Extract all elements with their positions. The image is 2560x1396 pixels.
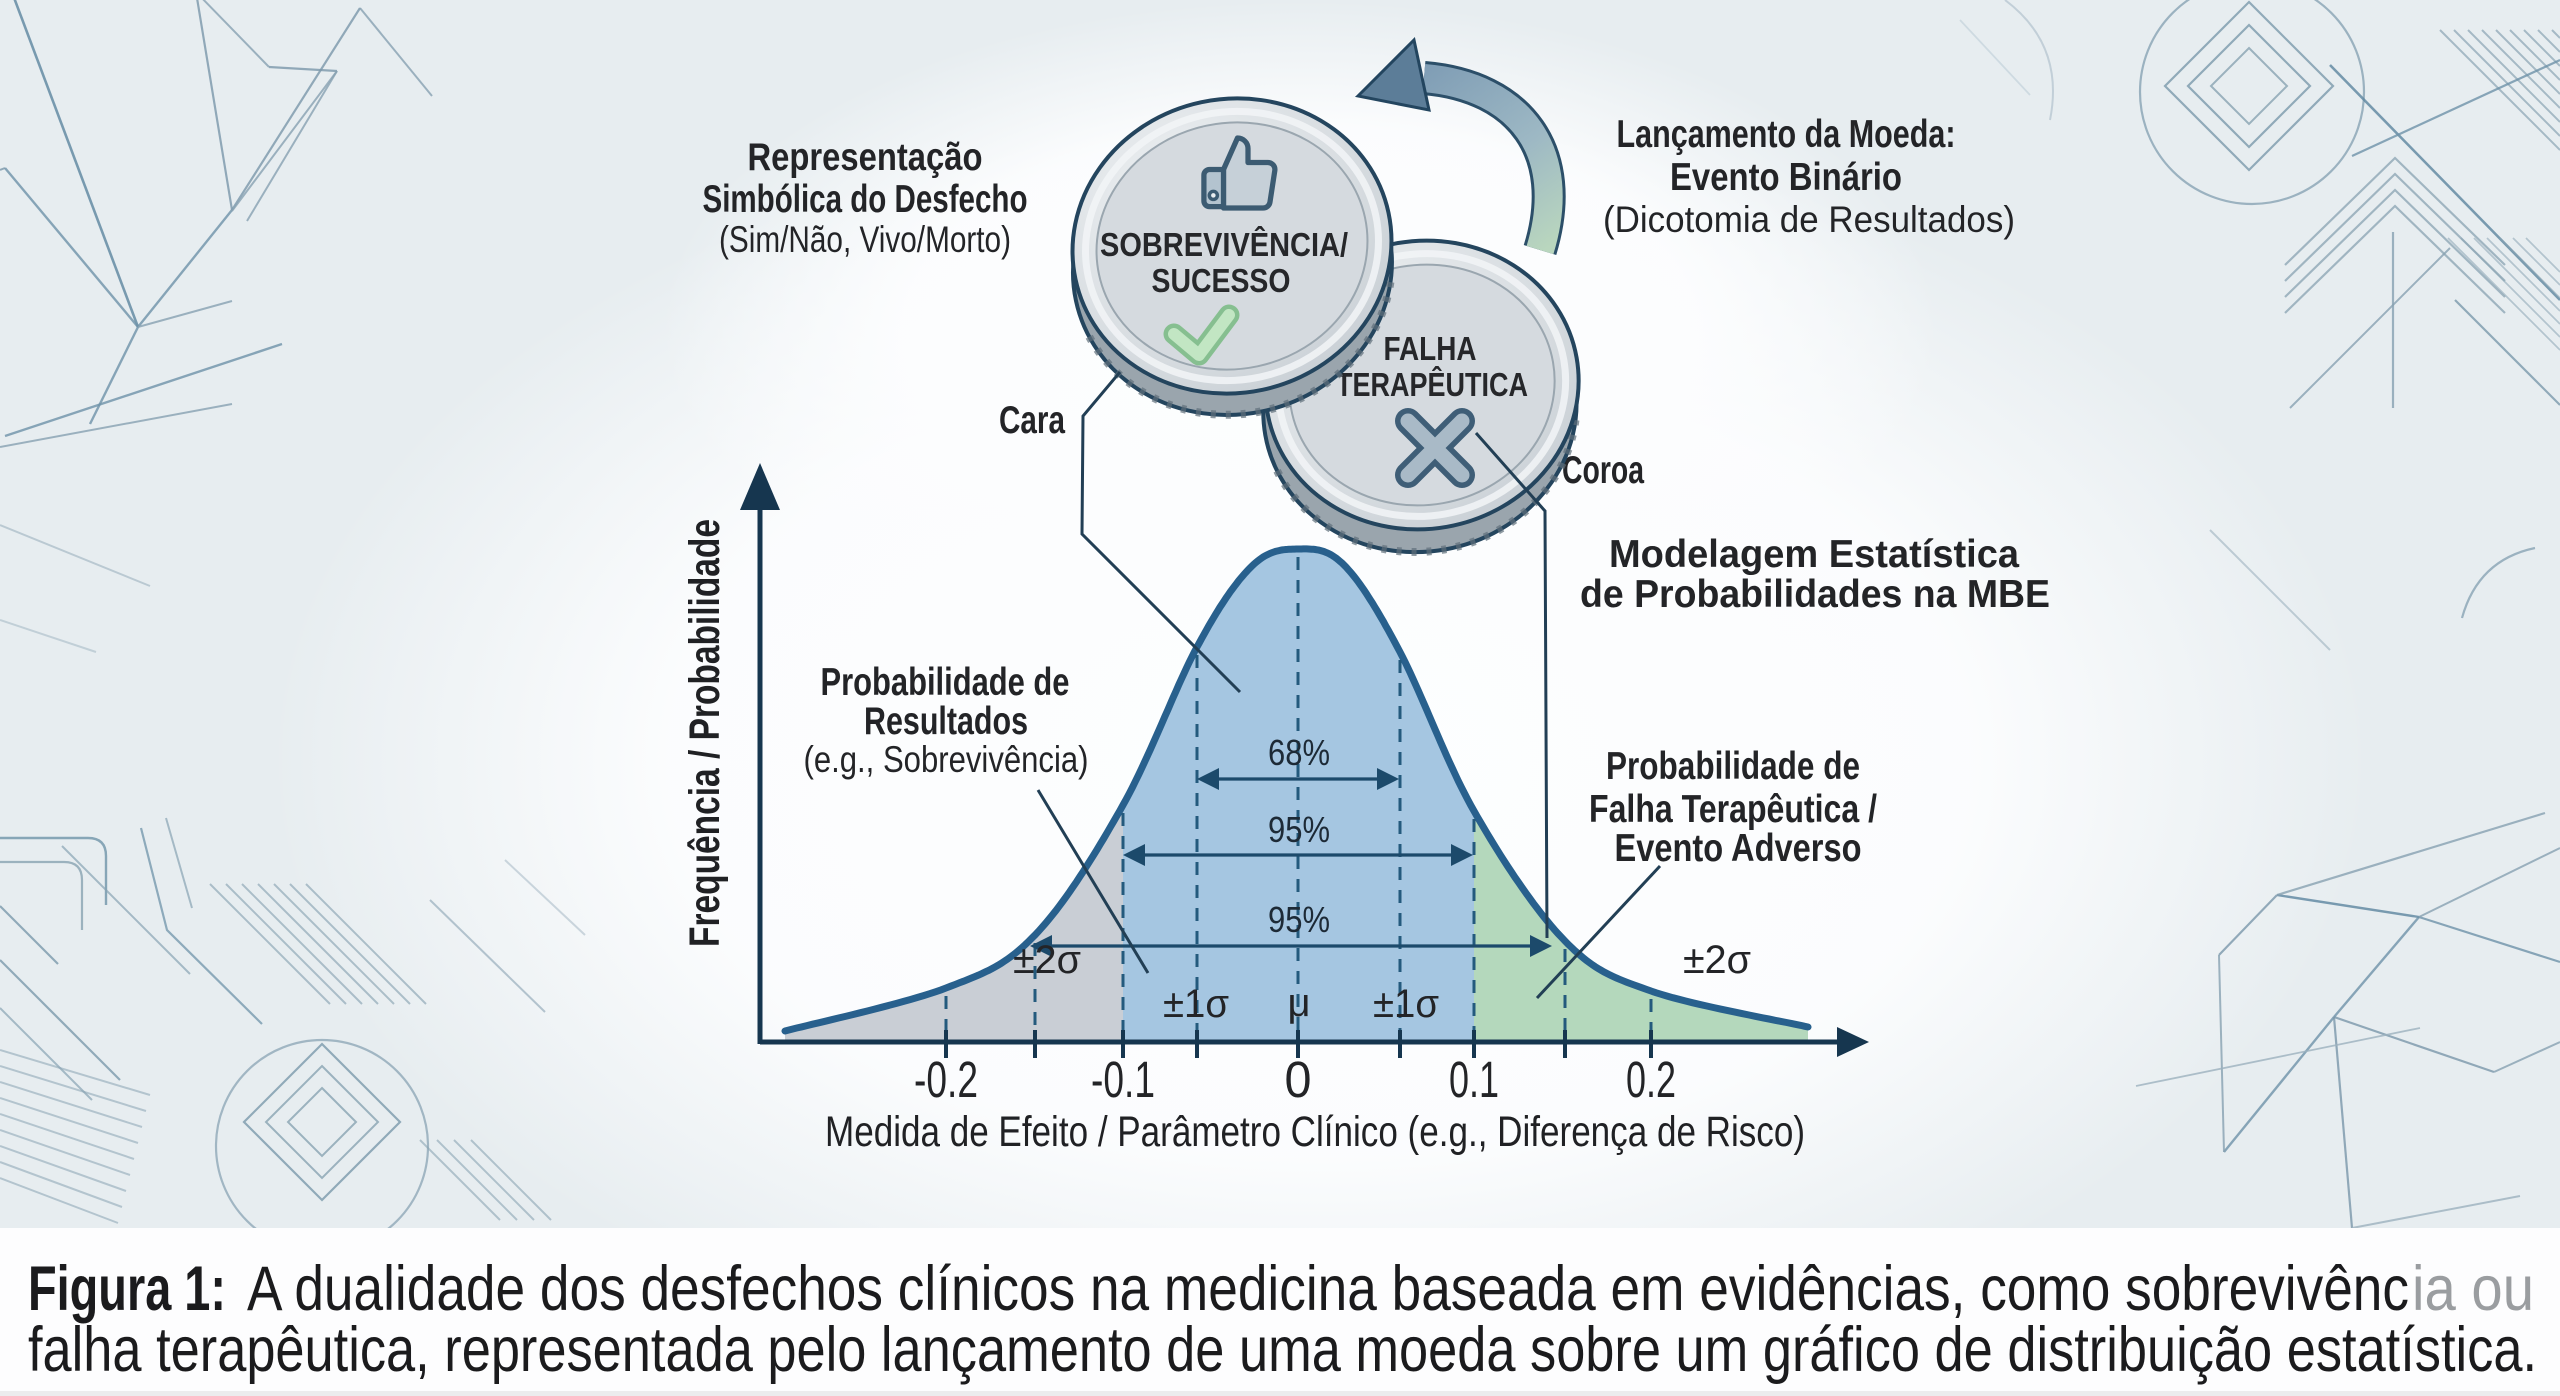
svg-text:68%: 68%: [1268, 732, 1330, 773]
svg-text:SUCESSO: SUCESSO: [1152, 262, 1291, 299]
svg-text:Probabilidade de: Probabilidade de: [1606, 745, 1860, 788]
svg-text:±2σ: ±2σ: [1683, 938, 1751, 982]
svg-text:Representação: Representação: [748, 136, 983, 179]
svg-text:(Dicotomia de Resultados): (Dicotomia de Resultados): [1603, 199, 2015, 240]
svg-text:±1σ: ±1σ: [1373, 982, 1439, 1026]
svg-text:de Probabilidades na MBE: de Probabilidades na MBE: [1580, 573, 2050, 616]
svg-text:±1σ: ±1σ: [1163, 982, 1229, 1026]
svg-text:Evento Adverso: Evento Adverso: [1615, 827, 1862, 870]
svg-text:A dualidade dos desfechos clín: A dualidade dos desfechos clínicos na me…: [247, 1254, 2409, 1324]
svg-text:0.1: 0.1: [1449, 1051, 1499, 1108]
svg-text:Modelagem Estatística: Modelagem Estatística: [1609, 533, 2019, 576]
svg-text:Lançamento da Moeda:: Lançamento da Moeda:: [1617, 113, 1956, 156]
svg-text:-0.2: -0.2: [914, 1051, 978, 1108]
svg-text:Probabilidade de: Probabilidade de: [821, 661, 1070, 704]
svg-text:95%: 95%: [1268, 809, 1330, 850]
svg-text:SOBREVIVÊNCIA/: SOBREVIVÊNCIA/: [1100, 226, 1348, 263]
svg-text:FALHA: FALHA: [1384, 330, 1477, 367]
svg-text:Evento Binário: Evento Binário: [1670, 156, 1902, 199]
svg-text:Medida de Efeito / Parâmetro C: Medida de Efeito / Parâmetro Clínico (e.…: [825, 1108, 1805, 1156]
svg-text:0.2: 0.2: [1626, 1051, 1676, 1108]
svg-text:-0.1: -0.1: [1091, 1051, 1155, 1108]
svg-text:μ: μ: [1287, 981, 1310, 1025]
svg-text:Falha Terapêutica /: Falha Terapêutica /: [1589, 788, 1877, 831]
svg-text:Frequência / Probabilidade: Frequência / Probabilidade: [681, 519, 729, 947]
svg-text:ia ou: ia ou: [2412, 1254, 2534, 1324]
svg-text:(e.g., Sobrevivência): (e.g., Sobrevivência): [804, 739, 1089, 780]
svg-text:Figura 1:: Figura 1:: [28, 1254, 226, 1324]
svg-text:(Sim/Não, Vivo/Morto): (Sim/Não, Vivo/Morto): [719, 219, 1011, 260]
svg-text:Simbólica do Desfecho: Simbólica do Desfecho: [703, 178, 1028, 221]
svg-text:Coroa: Coroa: [1562, 449, 1644, 492]
svg-text:Resultados: Resultados: [864, 700, 1028, 743]
svg-text:0: 0: [1285, 1051, 1312, 1108]
svg-text:TERAPÊUTICA: TERAPÊUTICA: [1336, 366, 1528, 403]
svg-text:falha terapêutica, representad: falha terapêutica, representada pelo lan…: [28, 1315, 2537, 1385]
svg-text:±2σ: ±2σ: [1013, 938, 1081, 982]
svg-text:Cara: Cara: [999, 399, 1065, 442]
svg-text:95%: 95%: [1268, 899, 1330, 940]
